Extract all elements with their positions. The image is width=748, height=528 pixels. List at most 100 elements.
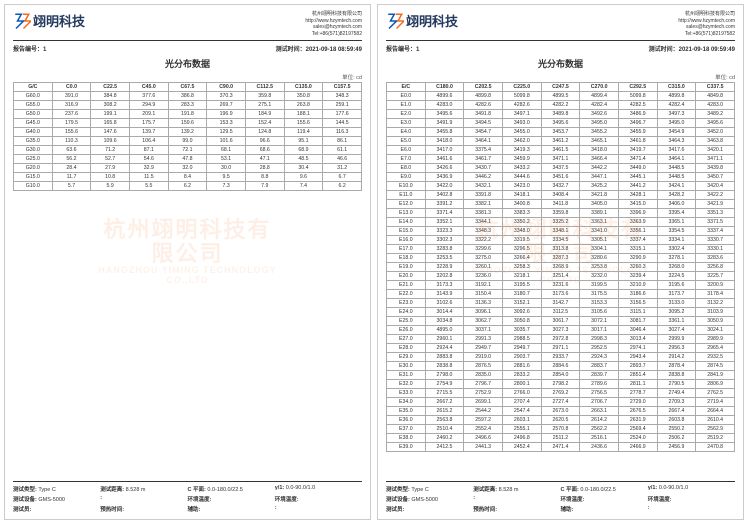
cell: 3497.1 — [502, 110, 541, 119]
cell: 3471.4 — [618, 155, 657, 164]
footer-label: 测试类型: — [13, 487, 38, 493]
footer-field: 测试距离: 8.528 m — [100, 485, 187, 493]
cell: 5099.8 — [618, 92, 657, 101]
cell: 9.6 — [284, 173, 323, 182]
cell: 2903.7 — [502, 353, 541, 362]
cell: 3173.7 — [657, 290, 696, 299]
cell: E35.0 — [387, 407, 426, 416]
cell: 3363.1 — [580, 218, 619, 227]
cell: 2663.1 — [580, 407, 619, 416]
footer-value: 0.0-180.0/22.5 — [207, 487, 242, 493]
cell: 386.8 — [168, 92, 207, 101]
cell: 3421.9 — [696, 200, 735, 209]
cell: 4282.6 — [502, 101, 541, 110]
cell: 359.8 — [245, 92, 284, 101]
cell: 237.6 — [52, 110, 91, 119]
cell: 3406.0 — [657, 200, 696, 209]
cell: 3419.7 — [618, 146, 657, 155]
cell: 2956.3 — [657, 344, 696, 353]
unit-label-1: 单位: cd — [13, 73, 362, 81]
cell: G60.0 — [14, 92, 53, 101]
cell: 2796.7 — [464, 380, 503, 389]
footer-label: 测试距离: — [473, 487, 498, 493]
cell: 2519.2 — [696, 434, 735, 443]
cell: E29.0 — [387, 353, 426, 362]
table-row: E20.03202.83236.03218.13251.43232.03239.… — [387, 272, 735, 281]
cell: 3450.7 — [696, 173, 735, 182]
cell: 2789.6 — [580, 380, 619, 389]
table-row: G55.0316.9308.2294.9283.3269.7275.1263.8… — [14, 101, 362, 110]
cell: E8.0 — [387, 164, 426, 173]
cell: 3448.5 — [657, 164, 696, 173]
page-header: 翊明科技 杭州翊明科技有限公司 http://www.hzymtech.com … — [13, 11, 362, 41]
cell: 2552.4 — [464, 425, 503, 434]
col-header: C45.0 — [129, 83, 168, 92]
cell: E14.0 — [387, 218, 426, 227]
cell: 8.8 — [245, 173, 284, 182]
footer-value: 0.0-180.0/22.5 — [580, 487, 615, 493]
table-row: E14.03352.13344.13350.23325.23363.13363.… — [387, 218, 735, 227]
cell: 3461.2 — [541, 137, 580, 146]
table-title-2: 光分布数据 — [386, 57, 735, 70]
company-phone: Tel:+86(571)82197582 — [678, 31, 735, 38]
cell: 2470.8 — [696, 443, 735, 452]
cell: 159.6 — [168, 119, 207, 128]
footer-field: C 平面: 0.0-180.0/22.5 — [561, 485, 648, 493]
cell: 3035.7 — [502, 326, 541, 335]
cell: 28.8 — [245, 164, 284, 173]
table-row: G35.0110.3109.6106.499.0101.696.695.186.… — [14, 137, 362, 146]
cell: E32.0 — [387, 380, 426, 389]
cell: 3461.8 — [618, 137, 657, 146]
cell: 3419.3 — [502, 146, 541, 155]
cell: E11.0 — [387, 191, 426, 200]
cell: 2924.3 — [580, 353, 619, 362]
cell: 3465.1 — [580, 137, 619, 146]
cell: 10.8 — [91, 173, 130, 182]
table-row: E35.02615.22544.22547.42673.02663.12676.… — [387, 407, 735, 416]
footer-value: Type C — [38, 487, 55, 493]
cell: 27.9 — [91, 164, 130, 173]
footer-field: γ/1: 0.0-90.0/1.0 — [275, 485, 362, 493]
cell: 119.4 — [284, 128, 323, 137]
cell: 3464.1 — [657, 155, 696, 164]
cell: 179.5 — [52, 119, 91, 128]
cell: 2914.2 — [657, 353, 696, 362]
cell: 3337.4 — [618, 236, 657, 245]
cell: 2798.0 — [425, 371, 464, 380]
cell: 3421.8 — [580, 191, 619, 200]
footer-2: 测试类型: Type C测试距离: 8.528 mC 平面: 0.0-180.0… — [386, 481, 735, 513]
table-row: G20.028.427.932.932.030.028.830.431.2 — [14, 164, 362, 173]
cell: 2676.5 — [618, 407, 657, 416]
cell: E20.0 — [387, 272, 426, 281]
cell: 3359.8 — [541, 209, 580, 218]
cell: 2620.5 — [541, 416, 580, 425]
cell: 2569.4 — [618, 425, 657, 434]
table-row: E8.03426.63430.73433.23437.53442.23449.0… — [387, 164, 735, 173]
cell: 2436.6 — [580, 443, 619, 452]
cell: 4899.5 — [541, 92, 580, 101]
cell: 3455.2 — [580, 128, 619, 137]
cell: 2878.4 — [657, 362, 696, 371]
cell: 209.1 — [129, 110, 168, 119]
cell: 3449.0 — [618, 164, 657, 173]
table-row: E0.04899.64899.85099.84899.54899.45099.8… — [387, 92, 735, 101]
cell: 3195.6 — [657, 281, 696, 290]
cell: 3354.5 — [657, 227, 696, 236]
cell: 3142.7 — [541, 299, 580, 308]
cell: 377.6 — [129, 92, 168, 101]
cell: E26.0 — [387, 326, 426, 335]
col-header: E/C — [387, 83, 426, 92]
cell: 2715.5 — [425, 389, 464, 398]
cell: 3046.4 — [618, 326, 657, 335]
cell: 3050.8 — [502, 317, 541, 326]
cell: 3464.3 — [657, 137, 696, 146]
cell: 3278.1 — [657, 254, 696, 263]
cell: 3143.9 — [425, 290, 464, 299]
cell: 2603.8 — [657, 416, 696, 425]
cell: 4895.0 — [425, 326, 464, 335]
cell: 3461.5 — [541, 146, 580, 155]
cell: E37.0 — [387, 425, 426, 434]
cell: 116.3 — [323, 128, 362, 137]
cell: 3253.8 — [580, 263, 619, 272]
cell: 106.4 — [129, 137, 168, 146]
